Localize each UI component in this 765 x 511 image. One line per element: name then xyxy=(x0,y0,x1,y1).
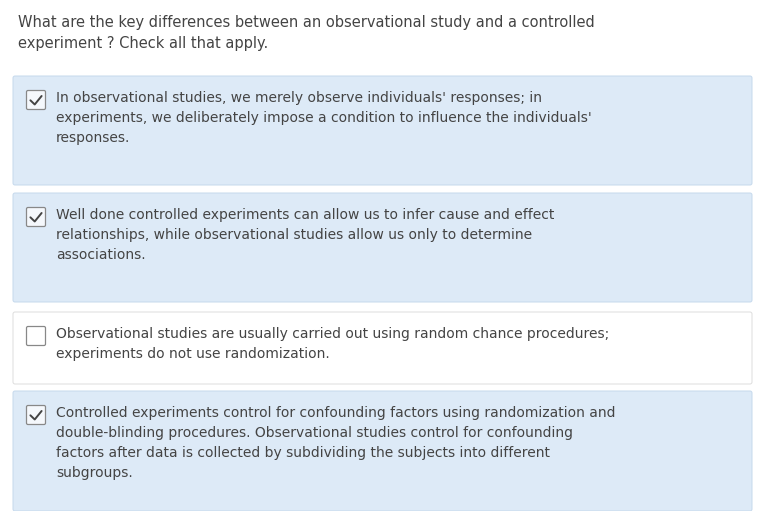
FancyBboxPatch shape xyxy=(13,391,752,511)
FancyBboxPatch shape xyxy=(27,406,45,425)
Text: In observational studies, we merely observe individuals' responses; in
experimen: In observational studies, we merely obse… xyxy=(56,91,592,145)
FancyBboxPatch shape xyxy=(27,207,45,226)
Text: What are the key differences between an observational study and a controlled
exp: What are the key differences between an … xyxy=(18,15,594,51)
Text: Controlled experiments control for confounding factors using randomization and
d: Controlled experiments control for confo… xyxy=(56,406,616,480)
FancyBboxPatch shape xyxy=(13,312,752,384)
Text: Observational studies are usually carried out using random chance procedures;
ex: Observational studies are usually carrie… xyxy=(56,327,609,361)
FancyBboxPatch shape xyxy=(13,76,752,185)
FancyBboxPatch shape xyxy=(13,193,752,302)
FancyBboxPatch shape xyxy=(27,327,45,345)
FancyBboxPatch shape xyxy=(27,90,45,109)
Text: Well done controlled experiments can allow us to infer cause and effect
relation: Well done controlled experiments can all… xyxy=(56,208,555,262)
